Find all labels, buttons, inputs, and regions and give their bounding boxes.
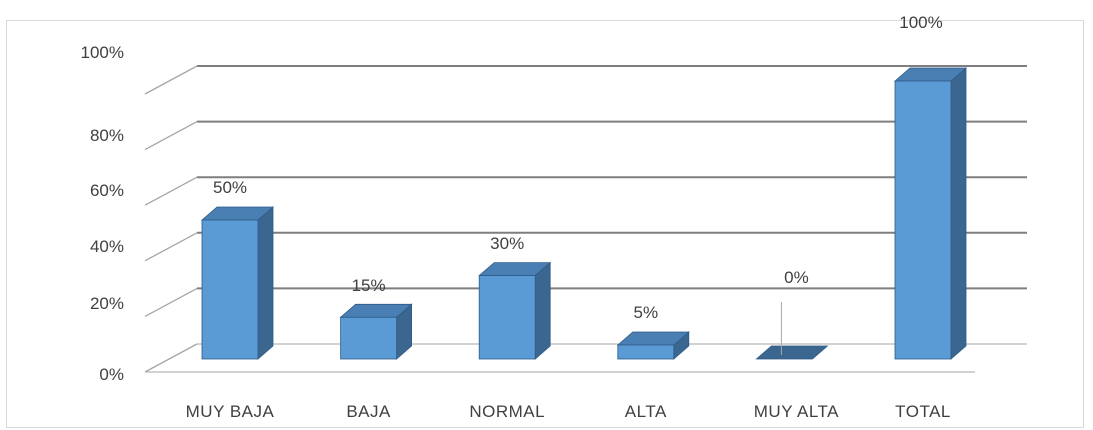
gridline-depth (144, 65, 198, 95)
bar-side (950, 67, 967, 360)
bar (894, 80, 952, 360)
y-tick-label: 100% (81, 43, 124, 62)
gridline-depth (144, 232, 198, 262)
bar-side (257, 206, 274, 360)
y-tick-label: 60% (90, 181, 124, 200)
y-tick-label: 40% (90, 237, 124, 256)
category-label: ALTA (625, 402, 667, 421)
bar (478, 275, 536, 360)
bar-side (534, 261, 551, 360)
data-label: 30% (490, 234, 524, 253)
y-tick-label: 0% (99, 365, 124, 384)
category-label: MUY BAJA (186, 402, 275, 421)
bar (201, 219, 259, 360)
data-label: 5% (634, 303, 659, 322)
data-label: 15% (352, 276, 386, 295)
bar (755, 345, 829, 360)
data-label: 100% (899, 13, 942, 32)
category-label: BAJA (346, 402, 391, 421)
bar (340, 316, 398, 360)
gridline-depth (144, 343, 198, 373)
bar (617, 344, 675, 360)
category-label: TOTAL (895, 402, 951, 421)
gridline-depth (144, 287, 198, 317)
data-label: 50% (213, 178, 247, 197)
y-tick-label: 80% (90, 126, 124, 145)
gridline-depth (144, 121, 198, 151)
data-label: 0% (784, 268, 809, 287)
y-tick-label: 20% (90, 294, 124, 313)
category-label: NORMAL (469, 402, 545, 421)
category-label: MUY ALTA (754, 402, 839, 421)
gridline-depth (144, 176, 198, 206)
